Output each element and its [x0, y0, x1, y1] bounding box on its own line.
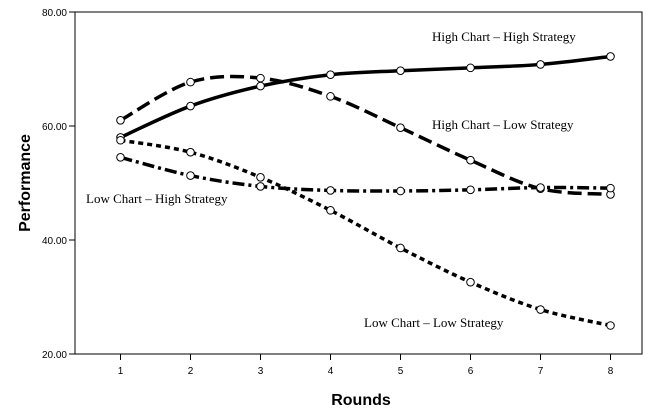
data-point	[536, 60, 545, 69]
y-axis-title: Performance	[17, 134, 34, 232]
data-point	[256, 73, 265, 83]
x-tick-label: 6	[468, 366, 474, 377]
data-point	[536, 305, 545, 314]
data-point	[186, 77, 195, 87]
series-annotation-low-chart-high-strategy: Low Chart – High Strategy	[86, 191, 228, 206]
data-point	[466, 155, 475, 165]
data-point	[186, 171, 195, 180]
plot-area	[74, 11, 643, 355]
y-tick-label: 80.00	[42, 8, 67, 19]
data-point	[326, 92, 335, 101]
data-point	[396, 243, 405, 253]
data-point	[606, 52, 615, 61]
data-point	[326, 70, 335, 79]
data-point	[326, 206, 335, 215]
data-point	[466, 63, 475, 73]
series-line-low-chart-low-strategy	[120, 138, 611, 328]
data-point	[326, 186, 335, 195]
x-tick-label: 2	[188, 366, 194, 377]
x-tick-label: 3	[258, 366, 264, 377]
data-point	[256, 182, 265, 191]
x-tick-label: 5	[398, 366, 404, 377]
data-point	[256, 173, 265, 182]
x-tick-label: 7	[538, 366, 544, 377]
data-point	[396, 186, 405, 196]
data-point	[116, 116, 125, 125]
data-point	[606, 321, 615, 330]
data-point	[466, 277, 475, 287]
series-annotation-high-chart-low-strategy: High Chart – Low Strategy	[432, 117, 574, 132]
series-annotation-low-chart-low-strategy: Low Chart – Low Strategy	[364, 315, 504, 330]
series-line-high-chart-high-strategy	[119, 54, 611, 139]
x-tick-label: 4	[328, 366, 334, 377]
data-point	[186, 147, 195, 157]
data-point	[466, 185, 475, 195]
data-point	[536, 183, 545, 192]
y-tick-label: 40.00	[42, 236, 67, 247]
data-point	[396, 123, 405, 133]
y-tick-label: 60.00	[42, 122, 67, 133]
series-annotation-high-chart-high-strategy: High Chart – High Strategy	[432, 29, 576, 44]
data-point	[116, 135, 125, 145]
data-point	[606, 183, 615, 193]
data-point	[186, 101, 195, 111]
x-tick-label: 1	[118, 366, 124, 377]
x-tick-label: 8	[608, 366, 614, 377]
data-point	[256, 81, 265, 91]
data-point	[396, 66, 405, 76]
y-tick-label: 20.00	[42, 350, 67, 361]
data-point	[116, 153, 125, 162]
x-axis-title: Rounds	[331, 392, 391, 409]
series-line-low-chart-high-strategy	[120, 155, 611, 193]
